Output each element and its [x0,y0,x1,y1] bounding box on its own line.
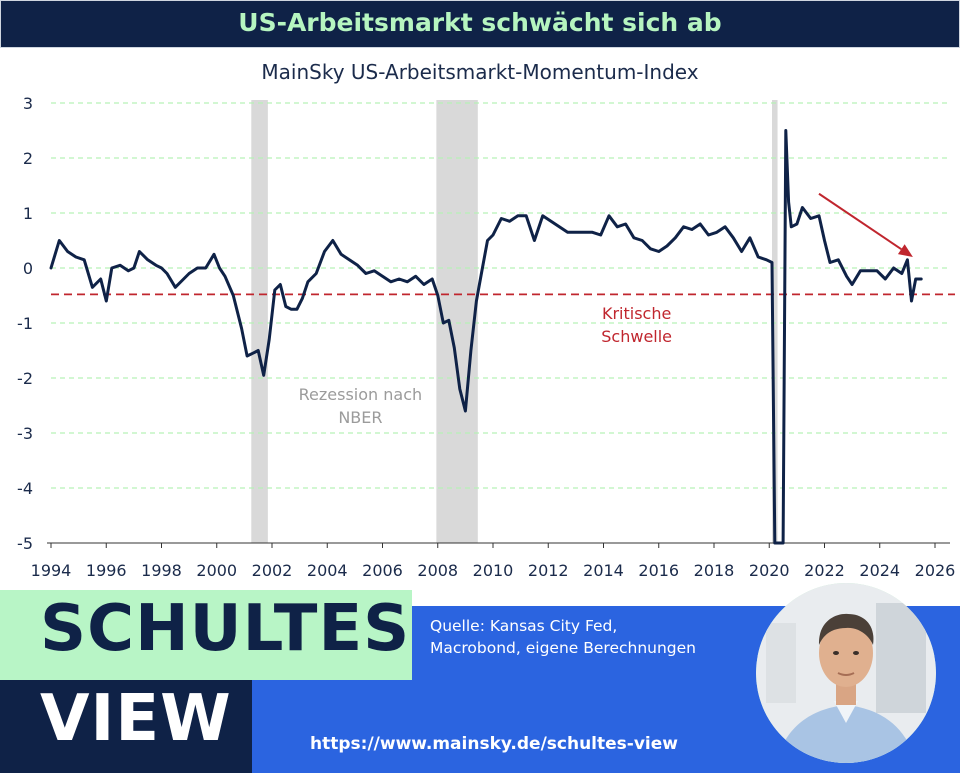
x-tick-label: 2026 [915,561,956,580]
y-tick-label: -4 [17,479,33,498]
trend-arrowhead [897,244,913,257]
x-tick-label: 2006 [362,561,403,580]
line-chart: 3 2 1 0 -1 -2 -3 -4 -5 1994 1996 1998 2000 2002 2004 2… [17,94,956,580]
annotations: Rezession nach NBER Kritische Schwelle [299,192,913,427]
author-portrait [756,583,936,763]
series-line [49,129,923,545]
gridlines [51,102,950,489]
x-tick-label: 2004 [307,561,348,580]
recession-label-line-2: NBER [338,408,382,427]
x-tick-labels: 1994 1996 1998 2000 2002 2004 2006 2008 2010 2012… [31,561,956,580]
x-tick-label: 2022 [804,561,845,580]
y-tick-label: 0 [23,259,33,278]
brand-name-line1: SCHULTES [40,592,411,666]
x-tick-label: 1998 [141,561,182,580]
source-line-2: Macrobond, eigene Berechnungen [430,639,697,657]
x-tick-label: 2024 [859,561,900,580]
recession-band-0 [251,100,268,543]
x-tick-label: 2010 [473,561,514,580]
header-title: US-Arbeitsmarkt schwächt sich ab [238,8,722,37]
x-tick-label: 2002 [252,561,293,580]
x-tick-label: 2008 [417,561,458,580]
y-tick-label: 2 [23,149,33,168]
recession-bands [251,100,778,543]
source-line-1: Quelle: Kansas City Fed, [430,617,618,635]
chart-title: MainSky US-Arbeitsmarkt-Momentum-Index [261,60,699,84]
y-tick-label: -1 [17,314,33,333]
y-tick-label: 3 [23,94,33,113]
brand-panel-top [0,590,412,680]
trend-arrow [818,192,902,251]
y-tick-label: -3 [17,424,33,443]
y-tick-labels: 3 2 1 0 -1 -2 -3 -4 -5 [17,94,33,553]
x-tick-label: 1996 [86,561,127,580]
x-tick-label: 2014 [583,561,624,580]
source-note: Quelle: Kansas City Fed, Macrobond, eige… [430,615,750,659]
brand-name-line2: VIEW [40,682,232,756]
x-tick-label: 2012 [528,561,569,580]
website-link[interactable]: https://www.mainsky.de/schultes-view [310,734,678,754]
y-tick-label: -5 [17,534,33,553]
x-tick-label: 2018 [694,561,735,580]
y-tick-label: -2 [17,369,33,388]
x-tick-label: 2000 [196,561,237,580]
threshold-label-line-2: Schwelle [601,327,672,346]
x-tick-marks [50,543,936,548]
x-tick-label: 2016 [638,561,679,580]
brand-panel-strip [252,680,412,773]
threshold-label-line-1: Kritische [602,304,671,323]
recession-band-2 [772,100,778,543]
x-tick-label: 1994 [31,561,72,580]
y-tick-label: 1 [23,204,33,223]
x-tick-label: 2020 [749,561,790,580]
recession-label-line-1: Rezession nach [299,385,423,404]
header-bar: US-Arbeitsmarkt schwächt sich ab [0,0,960,48]
